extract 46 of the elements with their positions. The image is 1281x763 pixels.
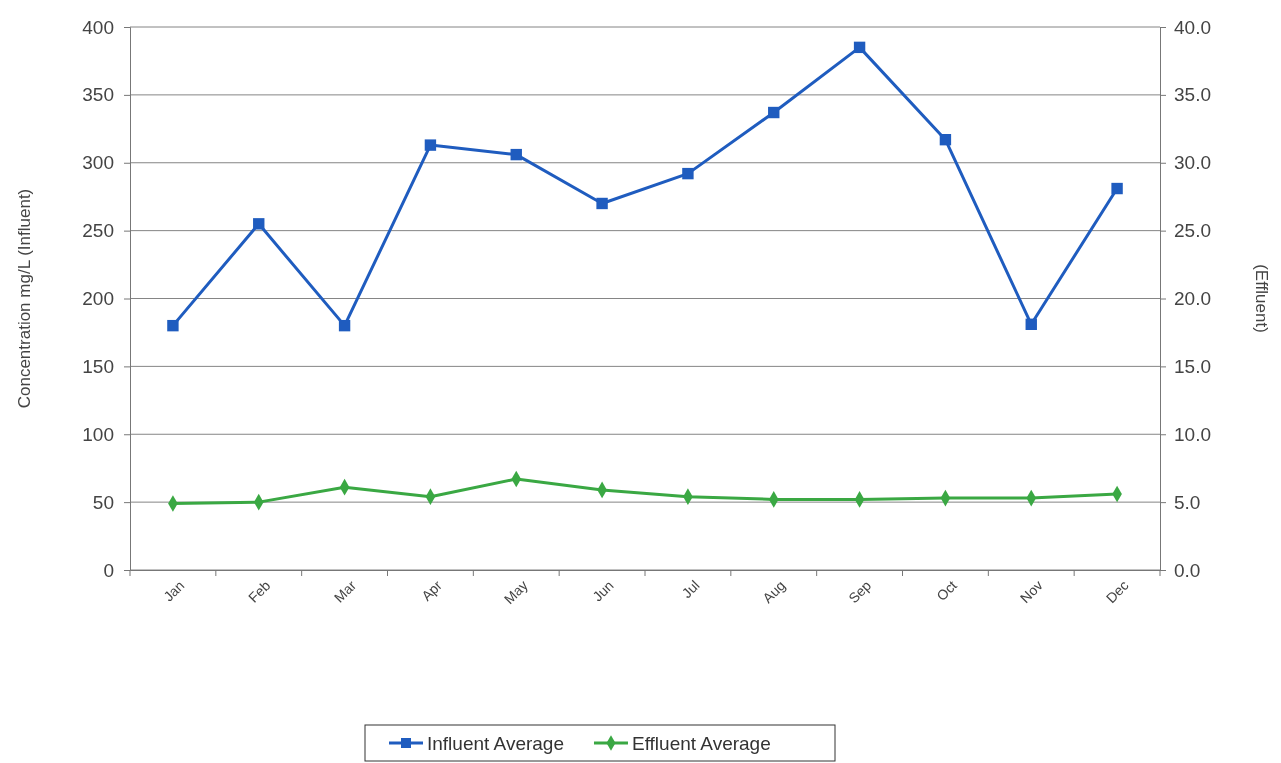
x-tick-label: Jun [589, 577, 617, 605]
point [510, 148, 522, 161]
y2-tick-label: 20.0 [1174, 288, 1211, 310]
y2-tick-label: 0.0 [1174, 559, 1201, 581]
x-tick-label: Dec [1102, 577, 1132, 607]
y2-tick-label: 5.0 [1174, 491, 1201, 513]
point [596, 197, 608, 210]
y-tick-label: 400 [82, 16, 114, 38]
x-tick-label: Nov [1016, 577, 1046, 607]
point [939, 133, 952, 146]
x-tick-label: Aug [759, 577, 789, 607]
x-tick-label: Feb [244, 577, 274, 606]
point [1025, 318, 1037, 330]
y2-tick-label: 25.0 [1174, 220, 1211, 242]
point [253, 218, 265, 230]
y-tick-label: 50 [92, 491, 114, 513]
y-tick-label: 200 [82, 288, 114, 310]
point [1111, 182, 1123, 195]
y-tick-label: 100 [82, 423, 114, 445]
x-tick-label: Jul [678, 577, 703, 602]
x-tick-label: Oct [933, 577, 961, 604]
x-tick-label: Apr [418, 576, 446, 604]
legend-label: Effluent Average [631, 732, 771, 754]
x-tick-label: Sep [845, 577, 875, 607]
y-tick-label: 250 [82, 220, 114, 242]
point [853, 41, 866, 54]
legend-label: Influent Average [427, 732, 564, 754]
y-tick-label: 300 [82, 152, 114, 174]
point [682, 167, 694, 180]
y-tick-label: 350 [82, 84, 114, 106]
y2-tick-label: 40.0 [1174, 16, 1211, 38]
x-tick-label: Jan [160, 577, 188, 605]
y2-tick-label: 15.0 [1174, 355, 1211, 377]
y-axis-title: Concentration mg/L (Influent) [14, 188, 34, 409]
x-tick-label: Mar [330, 576, 360, 606]
point [768, 106, 780, 119]
y-tick-label: 150 [82, 355, 114, 377]
y2-tick-label: 35.0 [1174, 84, 1211, 106]
y-tick-label: 0 [103, 559, 114, 581]
y2-axis-title: (Effluent) [1252, 264, 1272, 333]
point [167, 319, 179, 332]
point [424, 139, 437, 151]
point [338, 319, 351, 332]
y2-tick-label: 30.0 [1174, 152, 1211, 174]
x-tick-label: May [500, 577, 531, 608]
y2-tick-label: 10.0 [1174, 423, 1211, 445]
